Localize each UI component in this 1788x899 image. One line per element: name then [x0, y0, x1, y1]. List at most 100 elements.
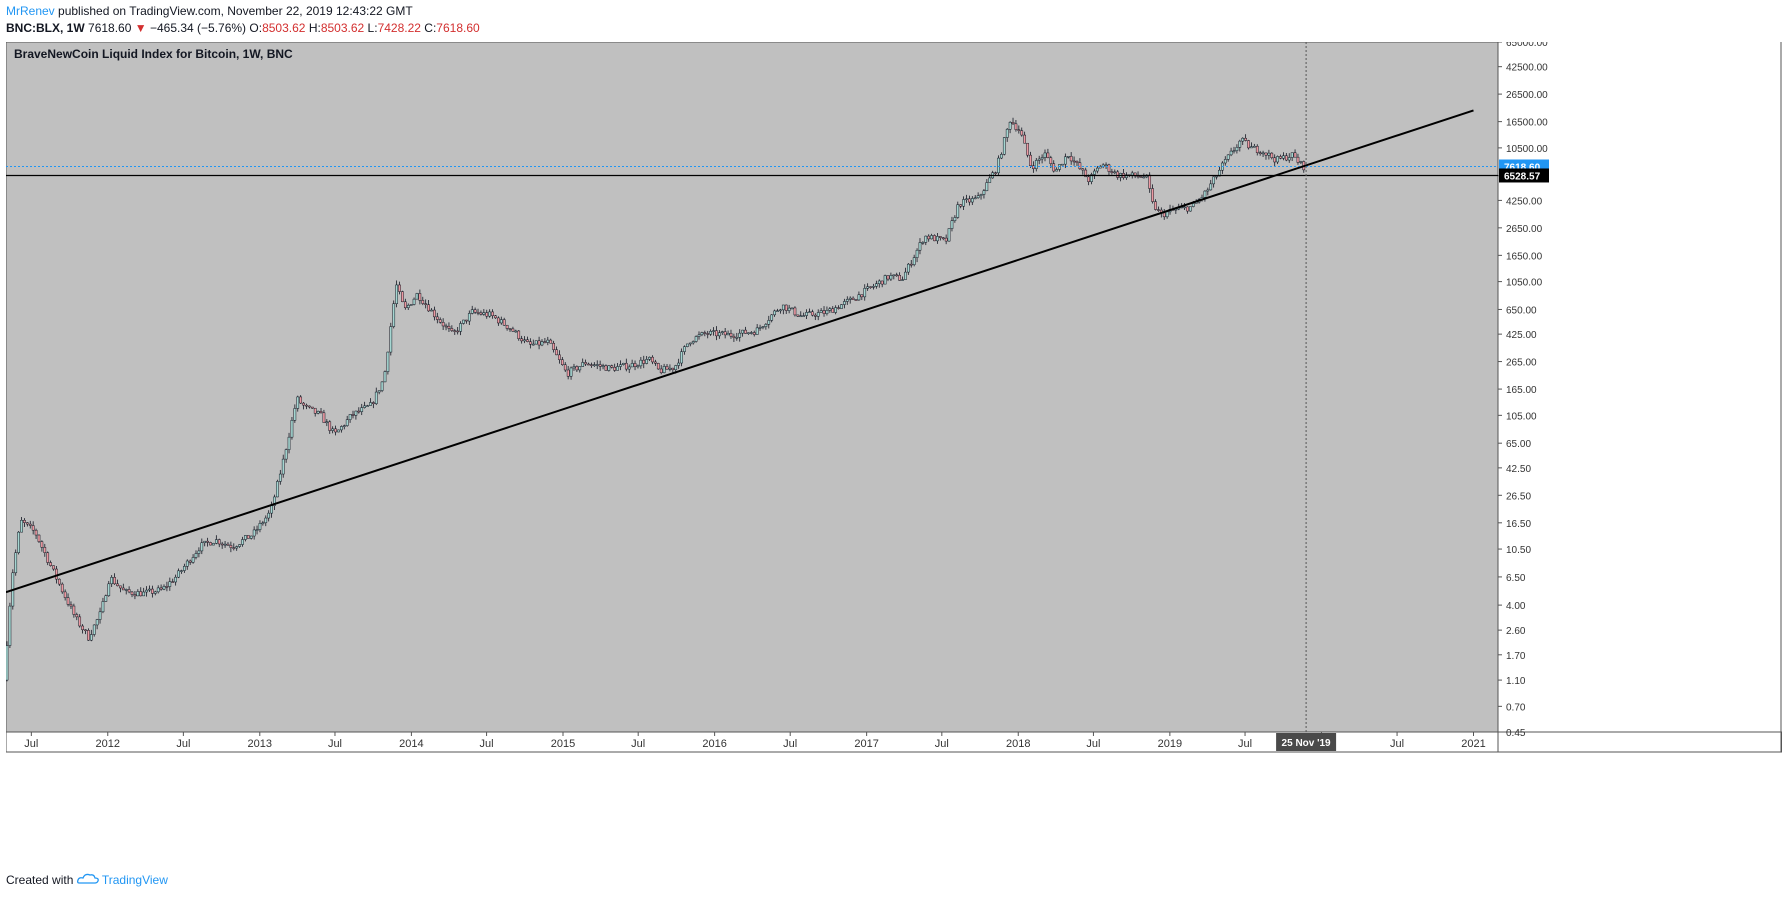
candle-down [494, 315, 497, 319]
x-tick-label: Jul [783, 738, 797, 750]
candle-up [223, 543, 227, 546]
candle-up [799, 315, 803, 318]
x-tick-label: Jul [480, 738, 494, 750]
candle-down [497, 317, 500, 324]
candle-down [334, 428, 337, 433]
candle-down [453, 330, 457, 332]
candle-down [715, 330, 718, 337]
horizontal-level-label: 6528.57 [1504, 171, 1541, 182]
candle-down [851, 297, 855, 300]
candle-up [889, 275, 893, 280]
candle-down [319, 411, 323, 414]
candle-up [1037, 158, 1041, 161]
y-tick-label: 16500.00 [1506, 118, 1548, 129]
candle-up [145, 589, 148, 593]
candle-up [738, 332, 742, 338]
candle-down [563, 364, 567, 371]
candle-up [779, 309, 782, 312]
last-price-value: 7618.60 [88, 21, 132, 35]
candle-up [883, 275, 887, 285]
candle-down [613, 366, 617, 371]
candle-down [706, 333, 710, 335]
candle-down [744, 329, 747, 334]
candle-down [465, 319, 468, 322]
candle-up [808, 311, 811, 314]
y-tick-label: 4250.00 [1506, 196, 1543, 207]
candle-up [168, 581, 172, 587]
candle-down [511, 328, 515, 332]
candle-up [622, 362, 625, 365]
candle-up [973, 197, 977, 200]
candle-down [880, 280, 884, 285]
candle-down [784, 304, 788, 311]
candle-down [46, 552, 50, 563]
candle-down [944, 237, 948, 242]
chart-container[interactable]: BraveNewCoin Liquid Index for Bitcoin, 1… [5, 38, 1783, 869]
candle-up [470, 309, 474, 314]
candle-down [69, 604, 73, 607]
tradingview-logo-text[interactable]: TradingView [101, 873, 168, 887]
candle-down [1069, 156, 1073, 162]
candle-up [936, 236, 939, 242]
candle-down [659, 368, 663, 374]
candle-up [203, 540, 207, 543]
y-tick-label: 1650.00 [1506, 251, 1543, 262]
x-tick-label: Jul [935, 738, 949, 750]
candle-up [619, 364, 622, 367]
candle-up [1206, 189, 1210, 192]
candle-up [183, 566, 186, 571]
candle-up [354, 410, 358, 416]
candle-up [467, 313, 471, 322]
candle-down [1011, 122, 1015, 125]
candle-down [610, 365, 614, 368]
candle-up [697, 334, 701, 337]
candle-down [1162, 212, 1166, 218]
candle-down [1247, 140, 1250, 149]
candle-up [985, 182, 989, 191]
candle-up [430, 309, 433, 312]
candle-up [578, 366, 582, 371]
candle-up [1066, 156, 1070, 158]
x-tick-label: Jul [631, 738, 645, 750]
candle-up [191, 557, 195, 563]
candle-down [587, 363, 590, 366]
candle-up [1064, 156, 1067, 165]
chart-title: BraveNewCoin Liquid Index for Bitcoin, 1… [14, 47, 293, 61]
y-tick-label: 26500.00 [1506, 90, 1548, 101]
ohlc-legend: BNC:BLX, 1W 7618.60 ▼ −465.34 (−5.76%) O… [6, 21, 480, 35]
author-link[interactable]: MrRenev [6, 4, 55, 18]
horizontal-level-badge [1499, 168, 1549, 183]
change-value: −465.34 (−5.76%) [149, 21, 247, 35]
y-tick-label: 6.50 [1506, 573, 1526, 584]
candle-up [1252, 145, 1256, 148]
candle-down [473, 309, 477, 313]
candle-down [302, 402, 305, 406]
candle-up [1287, 157, 1291, 161]
candle-down [860, 294, 864, 298]
candle-up [947, 228, 951, 242]
candle-up [462, 319, 465, 324]
candle-down [837, 307, 840, 309]
candle-up [200, 542, 204, 552]
candle-down [517, 330, 521, 339]
price-chart[interactable]: BraveNewCoin Liquid Index for Bitcoin, 1… [5, 38, 1783, 864]
candle-up [875, 283, 878, 287]
candle-down [28, 523, 32, 526]
candle-down [34, 529, 38, 536]
x-tick-label: 2021 [1461, 738, 1485, 750]
candle-up [924, 235, 928, 243]
candle-up [142, 591, 146, 597]
candle-up [340, 426, 343, 431]
candle-up [735, 337, 739, 339]
candle-up [616, 366, 619, 371]
candle-up [828, 308, 832, 311]
candle-down [590, 364, 593, 366]
candle-up [1090, 174, 1093, 182]
candle-down [1139, 176, 1143, 178]
candle-down [656, 363, 660, 370]
candle-down [651, 356, 654, 363]
candle-up [389, 326, 393, 353]
y-tick-label: 10.50 [1506, 545, 1531, 556]
candle-up [1061, 163, 1064, 166]
y-tick-label: 0.70 [1506, 702, 1526, 713]
